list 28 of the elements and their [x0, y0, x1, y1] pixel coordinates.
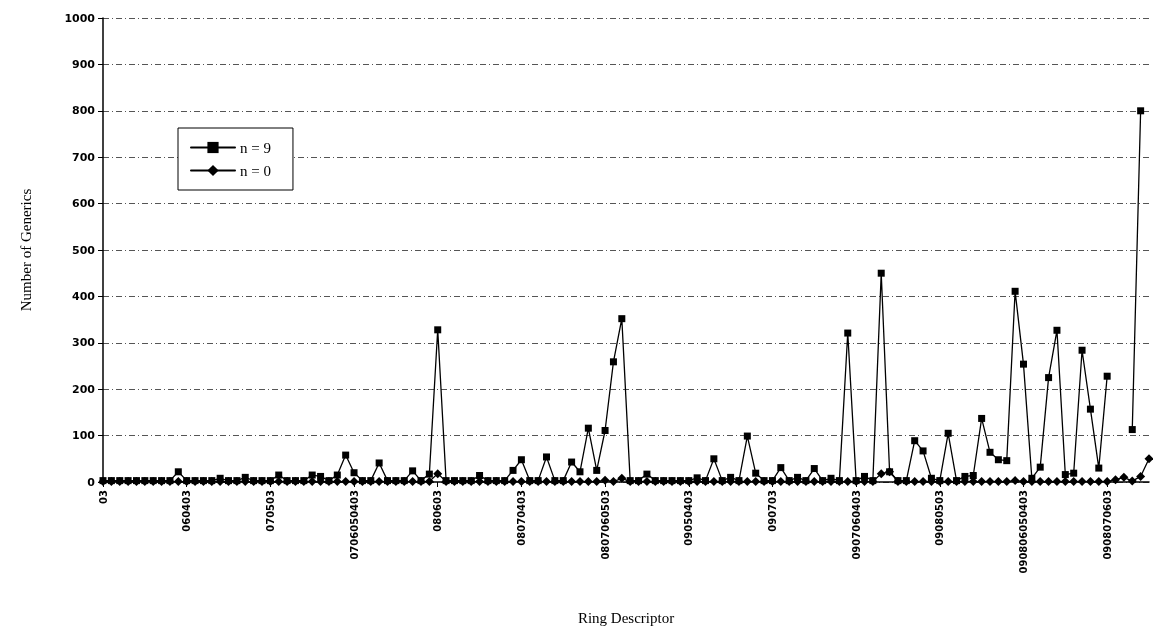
- x-tick-label: 08070403: [515, 489, 527, 546]
- x-tick-label: 03: [97, 489, 109, 504]
- x-tick-label: 080603: [432, 489, 444, 532]
- y-tick-label: 600: [72, 197, 96, 211]
- legend-label: n = 9: [240, 139, 271, 156]
- y-tick-label: 100: [72, 429, 96, 443]
- x-tick-label: 0706050403: [348, 489, 360, 560]
- x-tick-label: 0908070603: [1101, 489, 1113, 560]
- x-axis-title: Ring Descriptor: [577, 609, 675, 626]
- y-tick-label: 500: [72, 243, 96, 257]
- x-tick-label: 09080503: [934, 489, 946, 546]
- x-tick-label: 060403: [181, 489, 193, 532]
- y-tick-label: 700: [72, 150, 96, 164]
- y-tick-label: 300: [72, 336, 96, 350]
- y-tick-label: 1000: [64, 11, 96, 25]
- x-tick-label: 0907060403: [850, 489, 862, 560]
- y-tick-label: 400: [72, 289, 96, 303]
- x-tick-label: 090703: [766, 489, 778, 532]
- x-tick-label: 090806050403: [1017, 489, 1029, 574]
- y-tick-label: 200: [72, 382, 96, 396]
- legend-label: n = 0: [240, 162, 271, 179]
- x-tick-label: 070503: [264, 489, 276, 532]
- y-tick-label: 0: [87, 475, 96, 489]
- x-tick-label: 09050403: [683, 489, 695, 546]
- y-tick-label: 900: [72, 57, 96, 71]
- y-axis-title: Number of Generics: [17, 188, 34, 312]
- x-tick-label: 0807060503: [599, 489, 611, 560]
- y-tick-label: 800: [72, 104, 96, 118]
